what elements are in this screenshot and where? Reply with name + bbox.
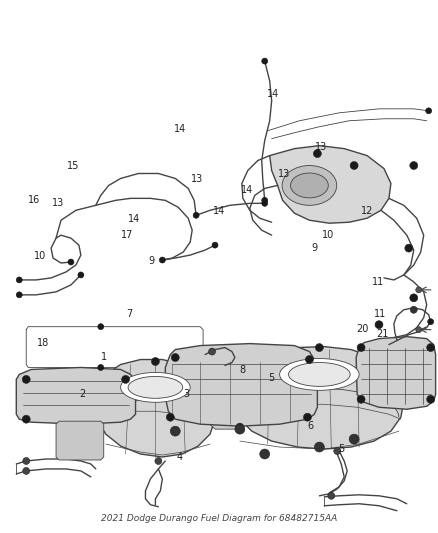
Text: 15: 15 bbox=[67, 161, 79, 171]
Text: 13: 13 bbox=[52, 198, 64, 208]
Text: 16: 16 bbox=[28, 195, 40, 205]
Circle shape bbox=[166, 413, 174, 421]
Circle shape bbox=[410, 306, 417, 313]
Circle shape bbox=[357, 395, 365, 403]
Circle shape bbox=[305, 356, 314, 364]
Text: 5: 5 bbox=[268, 373, 274, 383]
Text: 2: 2 bbox=[79, 389, 85, 399]
Circle shape bbox=[357, 344, 365, 352]
Circle shape bbox=[208, 348, 215, 355]
Circle shape bbox=[212, 242, 218, 248]
Circle shape bbox=[427, 395, 434, 403]
Polygon shape bbox=[356, 337, 436, 409]
Circle shape bbox=[23, 457, 30, 464]
Circle shape bbox=[314, 150, 321, 158]
Circle shape bbox=[16, 292, 22, 298]
Text: 9: 9 bbox=[148, 256, 155, 266]
Circle shape bbox=[122, 375, 130, 383]
Polygon shape bbox=[165, 344, 318, 426]
Text: 13: 13 bbox=[278, 169, 290, 179]
Text: 3: 3 bbox=[183, 389, 189, 399]
Text: 14: 14 bbox=[174, 124, 186, 134]
Circle shape bbox=[427, 344, 434, 352]
Ellipse shape bbox=[282, 166, 337, 205]
Text: 5: 5 bbox=[338, 445, 344, 455]
Circle shape bbox=[16, 277, 22, 283]
Circle shape bbox=[152, 358, 159, 366]
Ellipse shape bbox=[289, 362, 350, 386]
Circle shape bbox=[416, 287, 422, 293]
Circle shape bbox=[314, 442, 324, 452]
Circle shape bbox=[328, 492, 335, 499]
Circle shape bbox=[98, 365, 104, 370]
Circle shape bbox=[155, 457, 162, 464]
Circle shape bbox=[427, 319, 434, 325]
Circle shape bbox=[349, 434, 359, 444]
Text: 7: 7 bbox=[127, 309, 133, 319]
Text: 10: 10 bbox=[321, 230, 334, 240]
Text: 4: 4 bbox=[177, 453, 183, 463]
Circle shape bbox=[410, 294, 418, 302]
Text: 18: 18 bbox=[37, 338, 49, 349]
Circle shape bbox=[68, 259, 74, 265]
Circle shape bbox=[405, 244, 413, 252]
Text: 9: 9 bbox=[312, 243, 318, 253]
Text: 20: 20 bbox=[357, 324, 369, 334]
Circle shape bbox=[98, 324, 104, 330]
Circle shape bbox=[304, 413, 311, 421]
Circle shape bbox=[23, 467, 30, 474]
Circle shape bbox=[22, 375, 30, 383]
Text: 14: 14 bbox=[241, 184, 254, 195]
Circle shape bbox=[22, 415, 30, 423]
Circle shape bbox=[236, 423, 244, 431]
Polygon shape bbox=[210, 384, 240, 429]
Text: 14: 14 bbox=[267, 89, 279, 99]
Text: 13: 13 bbox=[191, 174, 203, 184]
Text: 17: 17 bbox=[121, 230, 134, 240]
Text: 13: 13 bbox=[315, 142, 327, 152]
Circle shape bbox=[235, 424, 245, 434]
Text: 10: 10 bbox=[35, 251, 47, 261]
Circle shape bbox=[78, 272, 84, 278]
Polygon shape bbox=[93, 360, 215, 457]
Circle shape bbox=[193, 212, 199, 218]
Text: 8: 8 bbox=[240, 365, 246, 375]
Circle shape bbox=[170, 426, 180, 436]
Ellipse shape bbox=[120, 373, 190, 402]
Circle shape bbox=[410, 161, 418, 169]
Text: 12: 12 bbox=[361, 206, 373, 216]
Circle shape bbox=[334, 448, 341, 455]
Text: 11: 11 bbox=[372, 277, 384, 287]
Circle shape bbox=[350, 161, 358, 169]
Circle shape bbox=[260, 449, 270, 459]
Ellipse shape bbox=[290, 173, 328, 198]
Text: 2021 Dodge Durango Fuel Diagram for 68482715AA: 2021 Dodge Durango Fuel Diagram for 6848… bbox=[101, 514, 337, 523]
Circle shape bbox=[426, 108, 431, 114]
Circle shape bbox=[262, 197, 268, 203]
Text: 6: 6 bbox=[307, 421, 314, 431]
Polygon shape bbox=[270, 146, 391, 223]
Circle shape bbox=[159, 257, 165, 263]
Circle shape bbox=[171, 353, 179, 361]
Text: 21: 21 bbox=[376, 329, 389, 340]
Circle shape bbox=[416, 327, 422, 333]
Text: 14: 14 bbox=[213, 206, 225, 216]
Polygon shape bbox=[16, 367, 135, 424]
Polygon shape bbox=[232, 346, 404, 449]
Polygon shape bbox=[56, 421, 104, 460]
Text: 14: 14 bbox=[128, 214, 140, 224]
Circle shape bbox=[262, 58, 268, 64]
Text: 1: 1 bbox=[101, 352, 107, 361]
Circle shape bbox=[315, 344, 323, 352]
Ellipse shape bbox=[128, 376, 183, 398]
Circle shape bbox=[262, 200, 268, 206]
Circle shape bbox=[375, 321, 383, 329]
Text: 11: 11 bbox=[374, 309, 386, 319]
Ellipse shape bbox=[279, 359, 359, 390]
